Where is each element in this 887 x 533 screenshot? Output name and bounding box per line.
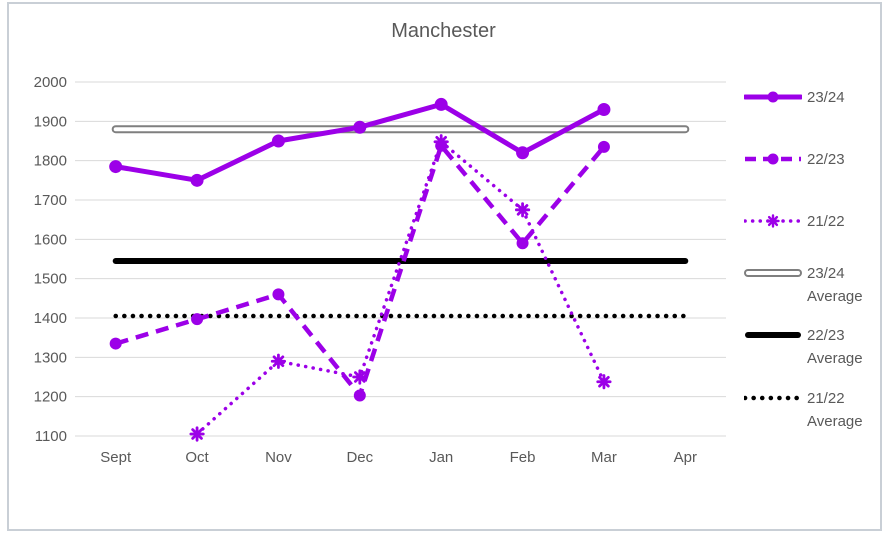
legend-swatch-icon [744, 269, 802, 277]
star-marker [270, 353, 287, 369]
y-axis-tick-label: 1400 [34, 310, 67, 327]
star-marker [596, 374, 612, 390]
circle-marker [767, 153, 779, 165]
y-axis-tick-label: 1700 [34, 192, 67, 209]
circle-marker [353, 120, 367, 134]
circle-marker [272, 288, 285, 301]
circle-marker [434, 97, 448, 111]
legend-swatch-icon [745, 332, 801, 338]
star-marker [766, 214, 780, 228]
y-axis-tick-label: 1900 [34, 113, 67, 130]
series-line-21-22 [195, 140, 606, 436]
legend-item-21-22-average: 21/22 Average [744, 387, 875, 433]
legend-item-22-23: 22/23 [744, 148, 875, 171]
circle-marker [597, 103, 611, 117]
legend-swatch-icon [744, 214, 802, 228]
y-axis-tick-label: 1500 [34, 271, 67, 288]
y-axis-tick-label: 1200 [34, 389, 67, 406]
circle-marker [767, 91, 779, 103]
legend-label: 22/23 Average [807, 327, 863, 367]
legend-item-23-24: 23/24 [744, 86, 875, 109]
y-axis-tick-label: 1800 [34, 153, 67, 170]
y-axis-tick-label: 1600 [34, 231, 67, 248]
circle-marker [516, 237, 529, 250]
circle-marker [191, 313, 204, 326]
x-axis-tick-label: Feb [510, 449, 536, 466]
circle-marker [271, 134, 285, 148]
x-axis-tick-label: Oct [185, 449, 209, 466]
circle-marker [353, 389, 366, 402]
circle-marker [435, 139, 448, 152]
legend-swatch-icon [744, 91, 802, 103]
legend-swatch-icon [745, 153, 801, 165]
y-axis-tick-label: 2000 [34, 74, 67, 91]
legend-label: 21/22 Average [807, 390, 863, 430]
x-axis-tick-label: Nov [265, 449, 292, 466]
legend-label: 22/23 [807, 151, 845, 168]
x-axis-tick-label: Dec [346, 449, 373, 466]
x-axis-tick-label: Apr [674, 449, 697, 466]
star-marker [189, 426, 205, 442]
circle-marker [109, 337, 122, 350]
legend-label: 23/24 Average [807, 265, 863, 305]
x-axis-tick-label: Mar [591, 449, 617, 466]
legend-label: 21/22 [807, 213, 845, 230]
star-marker [514, 202, 531, 218]
x-axis-tick-label: Jan [429, 449, 453, 466]
circle-marker [516, 146, 530, 160]
legend-swatch-icon [744, 395, 802, 401]
x-axis-tick-label: Sept [100, 449, 132, 466]
chart-title: Manchester [391, 20, 496, 42]
legend-label: 23/24 [807, 89, 845, 106]
series-line-22-23 [115, 143, 606, 398]
legend-item-22-23-average: 22/23 Average [744, 324, 875, 370]
circle-marker [190, 173, 204, 187]
legend-item-23-24-average: 23/24 Average [744, 262, 875, 308]
y-axis-tick-label: 1300 [34, 349, 67, 366]
y-axis-tick-label: 1100 [35, 428, 67, 445]
legend-item-21-22: 21/22 [744, 210, 875, 233]
circle-marker [109, 160, 123, 174]
circle-marker [597, 140, 610, 153]
series-line-23-24 [113, 101, 607, 183]
